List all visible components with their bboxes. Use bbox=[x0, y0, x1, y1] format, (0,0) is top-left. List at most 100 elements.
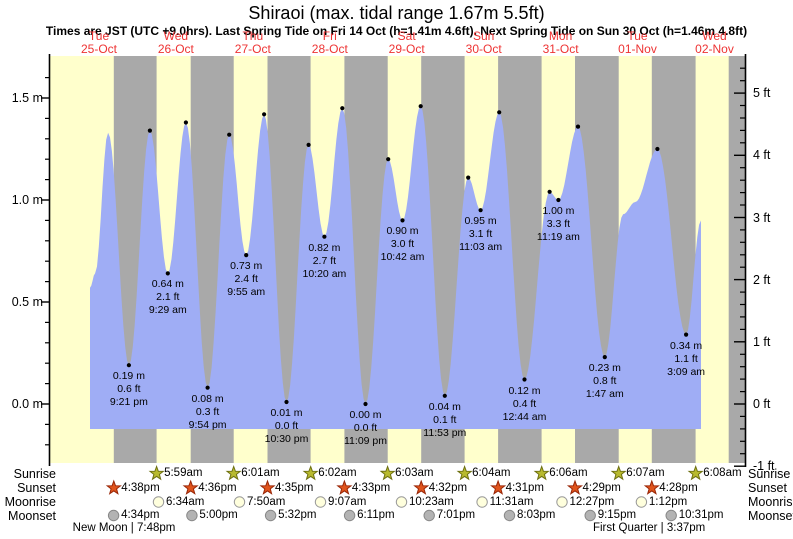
sunrise-time: 6:08am bbox=[703, 467, 742, 479]
moonset-time: 7:01pm bbox=[436, 509, 476, 521]
moonset-time: 6:11pm bbox=[357, 509, 395, 521]
right-axis-tick-label: 0 ft bbox=[753, 397, 771, 411]
right-axis-tick-label: 5 ft bbox=[753, 86, 771, 101]
day-label: Fri 28-Oct bbox=[311, 29, 348, 56]
left-axis-tick-label: 0.5 m bbox=[11, 295, 43, 309]
sunrise-star-icon bbox=[533, 465, 550, 481]
sunset-time: 4:35pm bbox=[275, 481, 314, 494]
tide-event-dot bbox=[183, 120, 188, 125]
tide-event-dot bbox=[306, 142, 311, 147]
tide-event-dot bbox=[244, 253, 249, 258]
tide-low-annotation: 0.01 m 0.0 ft 10:30 pm bbox=[264, 407, 309, 445]
moonrise-circle-icon bbox=[233, 496, 246, 508]
tide-event-dot bbox=[400, 218, 405, 223]
tide-event-dot bbox=[522, 377, 527, 382]
right-axis-tick-label: 4 ft bbox=[753, 148, 771, 163]
almanac-row-label-moonrise-left: Moonrise bbox=[4, 495, 56, 509]
tide-event-dot bbox=[165, 271, 170, 276]
sunset-star-icon bbox=[413, 479, 430, 495]
sunrise-star-icon bbox=[456, 465, 473, 481]
tide-event-dot bbox=[575, 124, 581, 129]
moonrise-time: 11:31am bbox=[489, 495, 534, 508]
moonrise-time: 7:50am bbox=[247, 495, 286, 508]
sunrise-time: 5:59am bbox=[164, 467, 203, 479]
tide-event-dot bbox=[602, 355, 607, 360]
left-axis-tick-label: 1.5 m bbox=[11, 91, 43, 105]
tide-low-annotation: 0.64 m 2.1 ft 9:29 am bbox=[148, 278, 187, 317]
moonset-time: 8:03pm bbox=[517, 509, 556, 521]
day-label: Tue 25-Oct bbox=[80, 29, 118, 56]
sunrise-time: 6:03am bbox=[395, 467, 434, 479]
moonrise-time: 12:27pm bbox=[569, 495, 615, 508]
sunset-star-icon bbox=[105, 479, 122, 495]
tide-event-dot bbox=[322, 234, 327, 239]
sunrise-time: 6:04am bbox=[472, 467, 511, 479]
sunset-time: 4:33pm bbox=[351, 481, 391, 494]
tide-low-annotation: 0.23 m 0.8 ft 1:47 am bbox=[585, 362, 624, 401]
tide-event-dot bbox=[478, 208, 483, 213]
moonset-circle-icon bbox=[343, 509, 356, 522]
tide-event-dot bbox=[386, 157, 391, 162]
moonset-circle-icon bbox=[186, 509, 198, 522]
left-axis-tick-label: 0.0 m bbox=[11, 397, 43, 411]
night-stripe bbox=[728, 56, 745, 463]
tide-low-annotation: 0.95 m 3.1 ft 11:03 am bbox=[459, 215, 503, 254]
tide-low-annotation: 0.90 m 3.0 ft 10:42 am bbox=[380, 225, 425, 264]
sunset-star-icon bbox=[182, 479, 199, 495]
left-axis-tick-label: 1.0 m bbox=[11, 193, 43, 207]
sunset-star-icon bbox=[259, 479, 276, 495]
tide-event-dot bbox=[205, 385, 210, 390]
right-axis-tick-label: -1 ft bbox=[753, 459, 775, 474]
tide-event-dot bbox=[227, 132, 232, 137]
sunrise-star-icon bbox=[225, 465, 242, 481]
tide-event-dot bbox=[363, 401, 368, 407]
tide-event-dot bbox=[684, 332, 689, 337]
day-label: Sat 29-Oct bbox=[388, 29, 425, 56]
sunset-time: 4:31pm bbox=[505, 481, 544, 494]
tide-low-annotation: 0.00 m 0.0 ft 11:09 pm bbox=[344, 409, 387, 447]
day-label: Tue 01-Nov bbox=[618, 29, 657, 56]
sunrise-time: 6:07am bbox=[626, 467, 665, 479]
sunrise-star-icon bbox=[687, 465, 704, 481]
tide-event-dot bbox=[442, 393, 447, 398]
moonset-time: 9:15pm bbox=[597, 509, 637, 521]
sunrise-star-icon bbox=[148, 465, 165, 481]
day-label: Wed 26-Oct bbox=[157, 29, 194, 56]
tide-event-dot bbox=[418, 104, 423, 109]
day-label: Mon 31-Oct bbox=[542, 29, 579, 56]
tide-low-annotation: 0.12 m 0.4 ft 12:44 am bbox=[502, 384, 547, 423]
tide-event-dot bbox=[340, 106, 345, 111]
almanac-row-label-sunset-left: Sunset bbox=[17, 481, 56, 495]
tide-low-annotation: 0.19 m 0.6 ft 9:21 pm bbox=[109, 370, 148, 409]
sunset-time: 4:38pm bbox=[121, 481, 160, 494]
tide-low-annotation: 0.73 m 2.4 ft 9:55 am bbox=[227, 260, 266, 299]
tide-low-annotation: 0.34 m 1.1 ft 3:09 am bbox=[667, 339, 706, 378]
tide-event-dot bbox=[284, 399, 289, 405]
moonrise-time: 9:07am bbox=[328, 495, 367, 508]
almanac-row-label-moonset-right: Moonset bbox=[748, 508, 793, 523]
tide-low-annotation: 0.08 m 0.3 ft 9:54 pm bbox=[188, 392, 227, 431]
tide-event-dot bbox=[655, 146, 660, 152]
right-axis-tick-label: 3 ft bbox=[753, 210, 771, 225]
day-label: Sun 30-Oct bbox=[465, 29, 502, 56]
spring-tide-subtitle: Times are JST (UTC +9.0hrs). Last Spring… bbox=[45, 24, 748, 38]
moonrise-time: 1:12pm bbox=[648, 495, 688, 508]
sunrise-star-icon bbox=[610, 465, 627, 481]
sunset-star-icon bbox=[566, 479, 583, 495]
tide-event-dot bbox=[126, 363, 131, 368]
day-label: Wed 02-Nov bbox=[695, 29, 734, 56]
moon-phase-label: New Moon | 7:48pm bbox=[72, 521, 176, 534]
right-axis-tick-label: 1 ft bbox=[753, 334, 771, 349]
moonrise-circle-icon bbox=[476, 496, 488, 508]
tide-event-dot bbox=[497, 110, 502, 115]
sunset-star-icon bbox=[643, 479, 660, 495]
tide-event-dot bbox=[466, 175, 471, 180]
moonset-circle-icon bbox=[584, 509, 596, 522]
sunrise-time: 6:01am bbox=[241, 467, 280, 479]
sunrise-star-icon bbox=[379, 465, 396, 481]
tide-event-dot bbox=[547, 189, 552, 194]
moon-phase-label: First Quarter | 3:37pm bbox=[592, 521, 706, 534]
tide-low-annotation: 1.00 m 3.3 ft 11:19 am bbox=[536, 205, 580, 243]
tide-curve bbox=[90, 106, 701, 429]
